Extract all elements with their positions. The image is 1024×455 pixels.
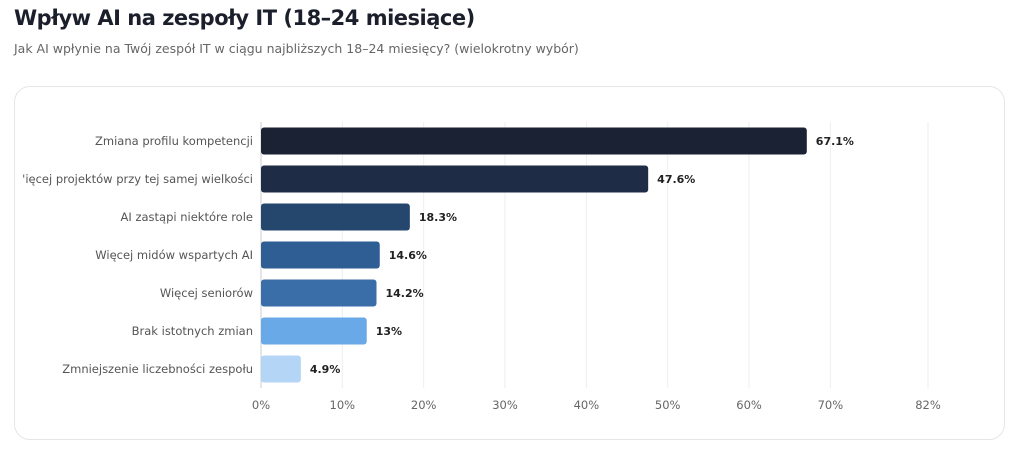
bar	[261, 127, 807, 155]
category-label: AI zastąpi niektóre role	[121, 210, 253, 224]
x-tick-label: 82%	[915, 398, 941, 412]
value-label: 14.2%	[386, 287, 424, 300]
x-tick-label: 20%	[411, 398, 437, 412]
bar	[261, 241, 380, 269]
value-label: 18.3%	[419, 211, 457, 224]
category-label: Więcej midów wspartych AI	[95, 248, 253, 262]
x-tick-label: 10%	[330, 398, 356, 412]
x-tick-label: 50%	[655, 398, 681, 412]
bar	[261, 203, 410, 231]
bar	[261, 317, 367, 345]
category-label: 'ięcej projektów przy tej samej wielkośc…	[22, 172, 253, 186]
category-label: Brak istotnych zmian	[132, 324, 253, 338]
page-subtitle: Jak AI wpłynie na Twój zespół IT w ciągu…	[14, 41, 579, 56]
x-tick-label: 0%	[252, 398, 270, 412]
bar	[261, 165, 649, 193]
category-label: Zmniejszenie liczebności zespołu	[62, 362, 253, 376]
value-label: 67.1%	[816, 135, 854, 148]
category-label: Więcej seniorów	[160, 286, 253, 300]
value-label: 4.9%	[310, 363, 341, 376]
x-tick-label: 70%	[818, 398, 844, 412]
bar	[261, 279, 377, 307]
value-label: 13%	[376, 325, 402, 338]
bar	[261, 355, 301, 383]
category-label: Zmiana profilu kompetencji	[95, 134, 253, 148]
value-label: 14.6%	[389, 249, 427, 262]
page-title: Wpływ AI na zespoły IT (18–24 miesiące)	[14, 6, 475, 30]
chart-card	[14, 86, 1005, 440]
x-tick-label: 40%	[574, 398, 600, 412]
x-tick-label: 30%	[492, 398, 518, 412]
value-label: 47.6%	[657, 173, 695, 186]
x-tick-label: 60%	[736, 398, 762, 412]
